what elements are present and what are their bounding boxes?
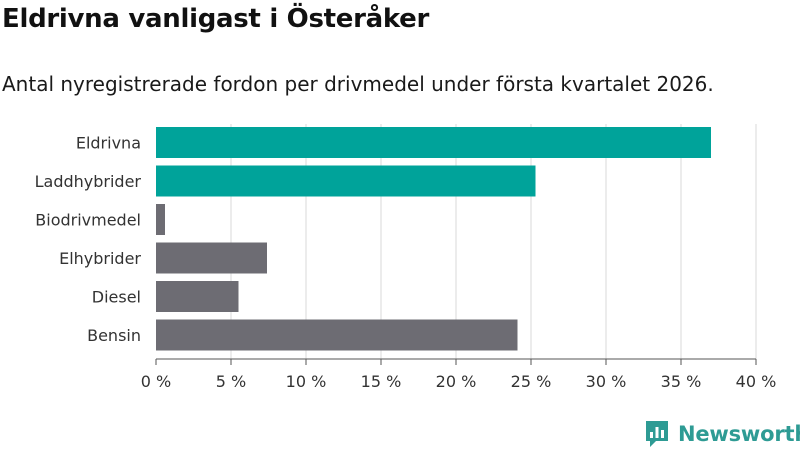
chart-subtitle: Antal nyregistrerade fordon per drivmede… [2,72,714,96]
x-tick-label: 40 % [736,372,777,391]
x-tick-label: 15 % [361,372,402,391]
bar-diesel [156,281,239,312]
bars [156,127,711,351]
x-tick-label: 30 % [586,372,627,391]
bar-eldrivna [156,127,711,158]
brand-logo: Newsworthy [644,418,800,450]
category-label: Eldrivna [76,134,141,153]
bar-biodrivmedel [156,204,165,235]
x-tick-label: 35 % [661,372,702,391]
x-tick-label: 0 % [141,372,171,391]
newsworthy-logo-icon [646,421,668,447]
bar-laddhybrider [156,165,536,197]
brand-name: Newsworthy [678,422,800,446]
category-label: Bensin [87,326,141,345]
category-label: Diesel [92,288,141,307]
chart-title: Eldrivna vanligast i Österåker [2,4,430,34]
category-label: Laddhybrider [35,172,142,191]
bar-bensin [156,319,518,351]
x-tick-label: 20 % [436,372,477,391]
bar-elhybrider [156,242,267,274]
category-label: Biodrivmedel [35,211,141,230]
x-tick-label: 25 % [511,372,552,391]
labels: 0 % 5 % 10 % 15 % 20 % 25 % 30 % 35 % 40 % Eldriv… [35,134,777,392]
category-label: Elhybrider [59,249,141,268]
x-tick-label: 10 % [286,372,327,391]
axes [155,358,757,365]
x-tick-label: 5 % [216,372,246,391]
